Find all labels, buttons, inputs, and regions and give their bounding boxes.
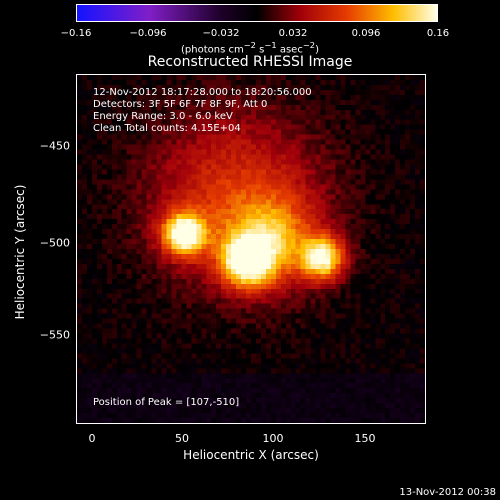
x-tick: 0 [88,432,96,445]
x-tick: 150 [354,432,376,445]
y-tick: −450 [39,139,70,153]
rhessi-image: 12-Nov-2012 18:17:28.000 to 18:20:56.000… [76,74,426,424]
time-range: 12-Nov-2012 18:17:28.000 to 18:20:56.000 [93,87,312,98]
colorbar [76,4,438,22]
x-axis-label: Heliocentric X (arcsec) [183,448,319,462]
colorbar-tick: −0.16 [60,28,92,39]
colorbar-tick: 0.032 [278,28,308,39]
image-title: Reconstructed RHESSI Image [147,54,353,70]
y-tick: −500 [39,236,70,250]
energy-range: Energy Range: 3.0 - 6.0 keV [93,111,233,122]
method-counts: Clean Total counts: 4.15E+04 [93,123,241,134]
x-tick: 50 [175,432,189,445]
colorbar-tick: 0.16 [426,28,450,39]
colorbar-units: (photons cm−2 s−1 asec−2) [180,40,320,56]
y-axis-label: Heliocentric Y (arcsec) [13,184,27,320]
peak-position: Position of Peak = [107,-510] [93,397,240,408]
footer-date: 13-Nov-2012 00:38 [399,487,496,498]
colorbar-tick: 0.096 [351,28,381,39]
colorbar-tick: −0.096 [129,28,167,39]
x-tick: 100 [262,432,284,445]
detectors: Detectors: 3F 5F 6F 7F 8F 9F, Att 0 [93,99,268,110]
y-tick: −550 [39,328,70,342]
colorbar-tick: −0.032 [202,28,240,39]
